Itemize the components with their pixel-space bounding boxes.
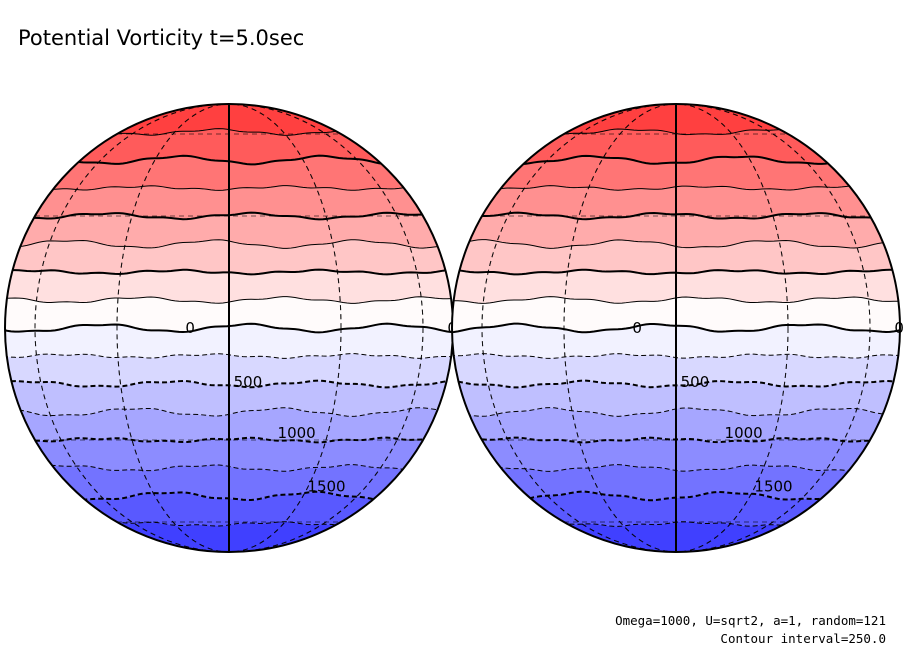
contour-label: 1500: [754, 477, 792, 495]
contour-label: 1000: [725, 424, 763, 442]
parameters-text: Omega=1000, U=sqrt2, a=1, random=121: [615, 613, 886, 628]
meridian-line: [563, 104, 789, 552]
contour-label: 0: [632, 319, 642, 337]
contour-label: 0: [185, 319, 195, 337]
globe-2: 0 0 500 1000 1500: [451, 103, 904, 553]
contour-interval-text: Contour interval=250.0: [720, 631, 886, 646]
globe-outline: [451, 103, 901, 553]
globe-2-field: [452, 104, 900, 552]
meridian-line: [34, 104, 424, 552]
contour-label: 0: [894, 319, 904, 337]
contour-label: 500: [234, 373, 263, 391]
contour-label: 500: [681, 373, 710, 391]
meridian-line: [116, 104, 342, 552]
contour-label: 1000: [278, 424, 316, 442]
meridian-line: [481, 104, 871, 552]
globe-1-field: [5, 104, 453, 552]
contour-label: 1500: [307, 477, 345, 495]
plot-title: Potential Vorticity t=5.0sec: [18, 26, 305, 50]
